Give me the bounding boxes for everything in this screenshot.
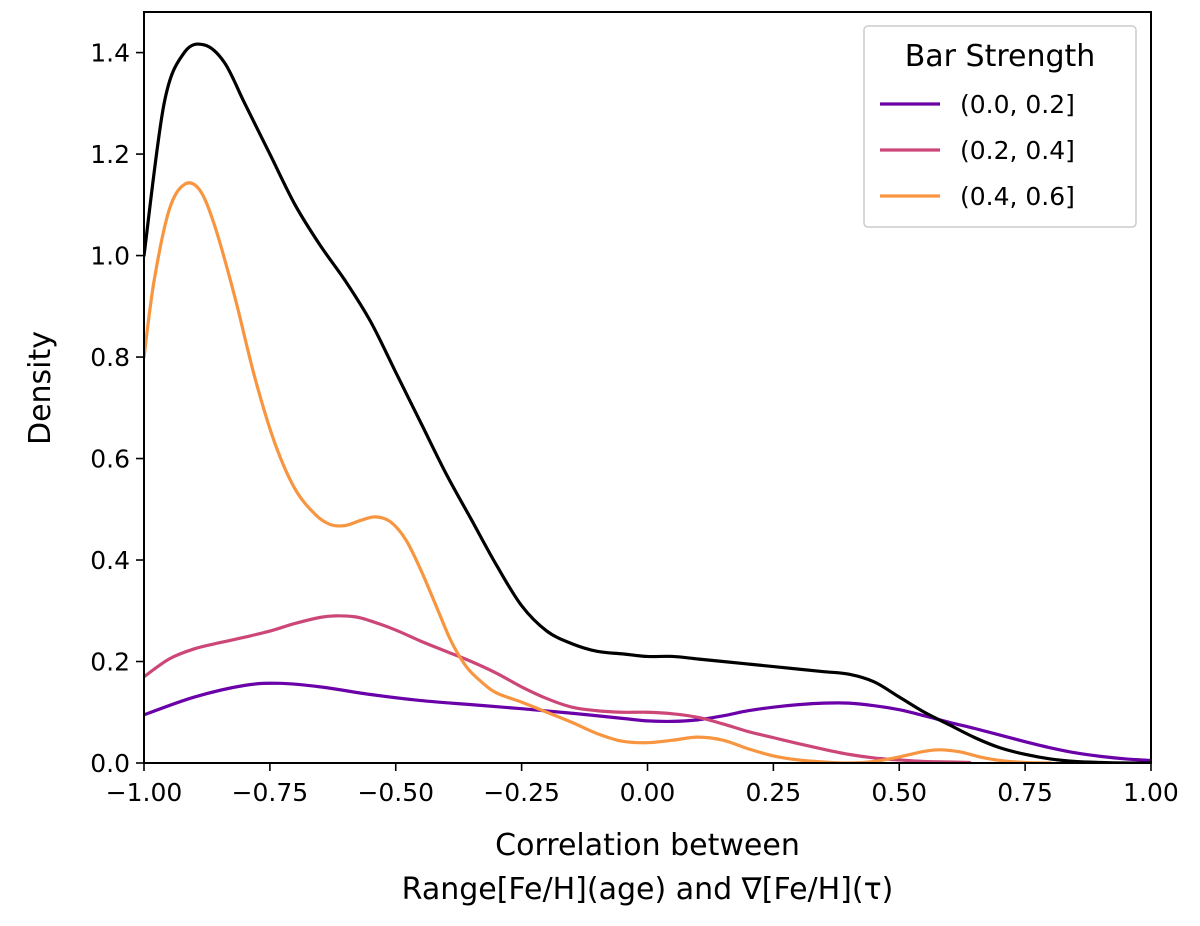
x-tick-label: 0.25 <box>746 778 802 807</box>
y-tick-label: 0.4 <box>90 546 130 575</box>
x-tick-label: −1.00 <box>106 778 183 807</box>
x-tick-label: 0.00 <box>620 778 676 807</box>
y-tick-label: 0.2 <box>90 648 130 677</box>
legend-label: (0.2, 0.4] <box>960 136 1075 165</box>
y-tick-label: 1.2 <box>90 140 130 169</box>
y-tick-label: 1.0 <box>90 242 130 271</box>
x-tick-label: 1.00 <box>1123 778 1179 807</box>
x-axis: −1.00 −0.75 −0.50 −0.25 0.00 0.25 0.50 0.75 1.00 <box>106 763 1179 807</box>
legend-label: (0.4, 0.6] <box>960 182 1075 211</box>
y-tick-label: 0.6 <box>90 445 130 474</box>
legend-label: (0.0, 0.2] <box>960 90 1075 119</box>
y-tick-label: 0.8 <box>90 343 130 372</box>
series-line-total <box>144 42 1151 763</box>
x-tick-label: −0.50 <box>357 778 434 807</box>
series-line-0-4-0-6 <box>144 181 1052 763</box>
series-line-0-2-0-4 <box>144 614 972 763</box>
legend: Bar Strength (0.0, 0.2] (0.2, 0.4] (0.4, 0… <box>863 25 1137 228</box>
x-axis-label-line-2: Range[Fe/H](age) and ∇[Fe/H](τ) <box>402 872 894 907</box>
y-axis-label: Density <box>23 331 58 445</box>
y-tick-label: 0.0 <box>90 749 130 778</box>
x-tick-label: −0.25 <box>483 778 560 807</box>
x-tick-label: −0.75 <box>232 778 309 807</box>
legend-box <box>863 25 1137 228</box>
y-tick-label: 1.4 <box>90 39 130 68</box>
y-axis: 0.0 0.2 0.4 0.6 0.8 1.0 1.2 1.4 <box>90 39 144 778</box>
x-tick-label: 0.50 <box>871 778 927 807</box>
x-axis-label-line-1: Correlation between <box>495 828 800 863</box>
legend-title: Bar Strength <box>905 39 1096 74</box>
series-lines <box>144 42 1151 763</box>
series-line-0-0-0-2 <box>144 681 1151 763</box>
x-tick-label: 0.75 <box>997 778 1053 807</box>
